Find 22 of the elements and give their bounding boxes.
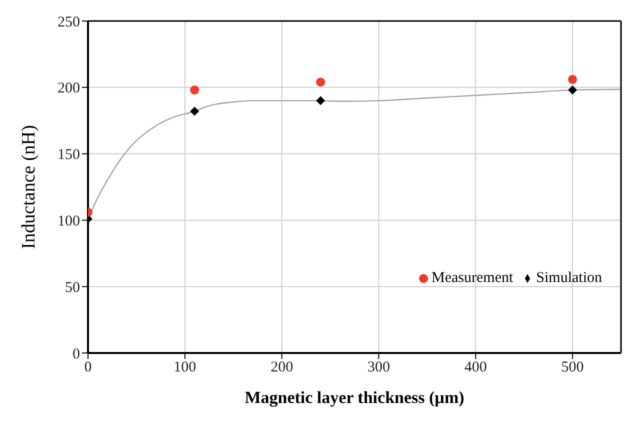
x-tick-label: 400: [464, 360, 487, 376]
y-tick-label: 150: [58, 147, 80, 164]
legend-label: Measurement: [432, 270, 514, 286]
x-tick-label: 100: [174, 360, 196, 376]
point: [316, 78, 326, 87]
point: [190, 106, 200, 116]
x-axis-title: Magnetic layer thickness (µm): [244, 388, 464, 407]
y-tick-label: 0: [72, 346, 80, 362]
y-axis-title: Inductance (nH): [18, 125, 40, 249]
x-tick-label: 200: [270, 360, 294, 376]
point: [568, 74, 578, 84]
legend-label: Simulation: [536, 270, 602, 286]
x-tick-label: 0: [84, 360, 92, 376]
y-tick-label: 250: [58, 14, 80, 30]
y-tick-label: 50: [65, 280, 80, 296]
x-tick-label: 500: [561, 360, 584, 376]
point: [568, 86, 578, 95]
point: [316, 96, 326, 106]
point: [190, 86, 200, 95]
y-tick-label: 100: [58, 214, 80, 230]
x-tick-label: 300: [367, 360, 390, 376]
y-tick-label: 200: [58, 80, 80, 97]
